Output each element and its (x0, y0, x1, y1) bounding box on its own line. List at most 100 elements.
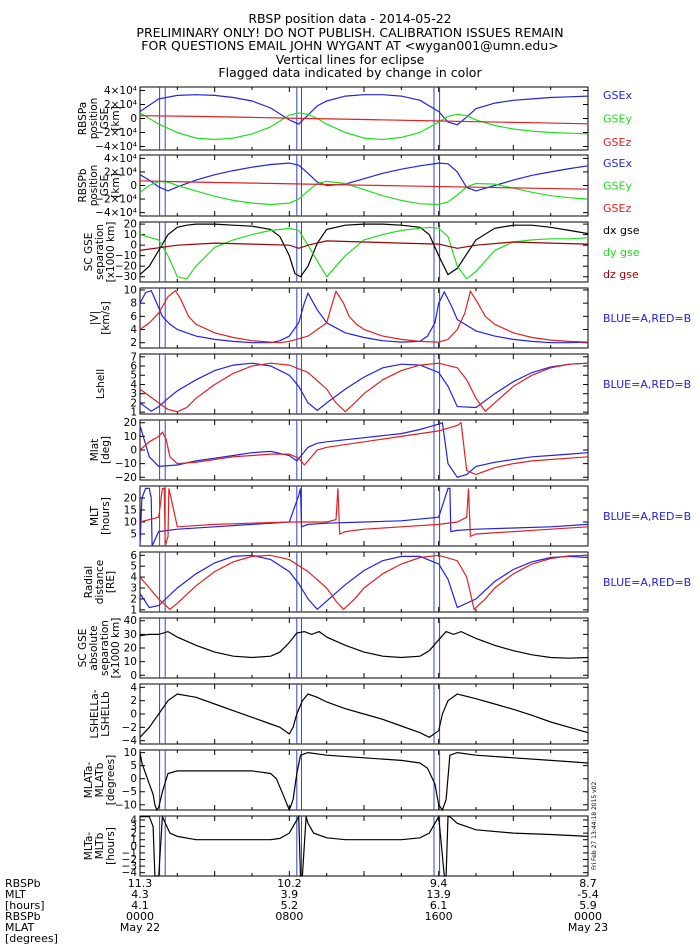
title-line-5: Flagged data indicated by change in colo… (218, 65, 482, 80)
bottom-axis-value: 0000 (126, 910, 154, 923)
panel-frame (139, 749, 589, 811)
y-tick-label: 5 (130, 370, 137, 382)
y-axis-label: Mlat (89, 439, 101, 462)
y-axis-label: LSHELLa- (89, 689, 101, 738)
series-line-A (139, 487, 589, 547)
legend-entry: GSEy (603, 180, 632, 193)
bottom-axis-value: 10.2 (277, 877, 302, 890)
y-tick-label: 4 (130, 814, 137, 826)
y-tick-label: −5 (122, 786, 137, 798)
y-tick-label: 0 (130, 841, 137, 853)
bottom-axis-value: 6.1 (430, 899, 448, 912)
panel-frame (139, 287, 589, 349)
y-tick-label: 0 (130, 709, 137, 721)
bottom-axis-value: 1600 (425, 910, 453, 923)
y-axis-label: position (88, 165, 100, 207)
y-tick-label: −4 (122, 735, 138, 747)
bottom-row-label: [degrees] (5, 932, 58, 945)
y-tick-label: 0 (130, 240, 137, 252)
y-axis-label: [x1000 km] (105, 222, 117, 283)
y-axis-label: MLTa- (83, 832, 95, 861)
y-tick-label: 4 (130, 379, 137, 391)
y-tick-label: 6 (130, 361, 137, 373)
y-tick-label: 4×10⁴ (104, 153, 137, 165)
panel-frame (139, 419, 589, 481)
bottom-axis-value: -5.4 (577, 888, 598, 901)
bottom-row-label: MLT (5, 888, 26, 901)
y-tick-label: −4×10⁴ (95, 141, 137, 153)
bottom-axis-value: 13.9 (426, 888, 451, 901)
panel-frame (139, 617, 589, 679)
series-line-diff (139, 751, 589, 812)
y-axis-label: separation (99, 620, 111, 676)
legend-entry: BLUE=A,RED=B (603, 312, 691, 325)
series-line-dx-gse (139, 223, 589, 278)
y-axis-label: Radial (83, 566, 95, 598)
y-tick-label: 4 (130, 324, 137, 336)
series-line-abs (139, 630, 589, 659)
y-axis-label: GSE (99, 108, 111, 129)
title-line-3: FOR QUESTIONS EMAIL JOHN WYGANT AT <wyga… (141, 38, 559, 53)
y-tick-label: 4×10⁴ (104, 85, 137, 97)
series-line-B (139, 289, 589, 344)
series-line-dz-gse (139, 240, 589, 251)
y-tick-label: −2 (122, 722, 137, 734)
panel-dlshell: 42 0−2−4 LSHELLa- LSHELLb (89, 682, 589, 747)
y-tick-label: −10 (115, 250, 137, 262)
panel-frame (139, 86, 589, 151)
y-tick-label: 3 (130, 821, 137, 833)
series-line-A (139, 421, 589, 479)
y-tick-label: 1 (130, 407, 137, 419)
y-tick-label: 8 (130, 298, 137, 310)
series-line-dy-gse (139, 226, 589, 280)
series-line-A (139, 362, 589, 412)
legend-entry: dz gse (603, 268, 639, 281)
title-line-1: RBSP position data - 2014-05-22 (248, 11, 452, 26)
legend-entry: GSEz (603, 136, 631, 149)
y-tick-label: 7 (130, 351, 137, 363)
y-tick-label: 20 (124, 643, 137, 655)
y-tick-label: −3 (122, 861, 137, 873)
title-line-2: PRELIMINARY ONLY! DO NOT PUBLISH. CALIBR… (136, 24, 564, 40)
bottom-axis-value: 0000 (574, 910, 602, 923)
series-line-GSEy (139, 180, 589, 206)
header: RBSP position data - 2014-05-22 PRELIMIN… (0, 12, 700, 80)
y-tick-label: −30 (115, 271, 137, 283)
y-axis-label: |V| (89, 311, 101, 325)
y-tick-label: 10 (124, 431, 137, 443)
bottom-axis-value: 0800 (275, 910, 303, 923)
y-axis-label: MLT (89, 505, 101, 525)
series-line-GSEy (139, 112, 589, 141)
y-tick-label: −1 (122, 847, 137, 859)
y-tick-label: 2 (130, 397, 137, 409)
y-tick-label: 0 (130, 113, 137, 125)
timestamp-stamp: Fri Feb 27 13:44:18 2015 v02 (591, 781, 598, 870)
y-axis-label: absolute (88, 625, 100, 670)
y-tick-label: 0 (130, 773, 137, 785)
legend-entry: BLUE=A,RED=B (603, 378, 691, 391)
y-tick-label: 5 (130, 760, 137, 772)
y-axis-label: RBSPa (77, 102, 89, 135)
y-tick-label: 2×10⁴ (104, 99, 137, 111)
y-axis-label: [x1000 km] (110, 618, 122, 679)
y-tick-label: 20 (124, 493, 137, 505)
title-line-4: Vertical lines for eclipse (275, 51, 425, 67)
series-line-GSEz (139, 180, 589, 190)
series-line-B (139, 421, 589, 476)
y-tick-label: 2 (130, 828, 137, 840)
y-tick-label: −2 (122, 854, 137, 866)
y-axis-label: [km/s] (100, 301, 112, 335)
panel-frame (139, 551, 589, 613)
y-tick-label: 2 (130, 593, 137, 605)
y-tick-label: 5 (130, 561, 137, 573)
y-tick-label: 5 (130, 529, 137, 541)
